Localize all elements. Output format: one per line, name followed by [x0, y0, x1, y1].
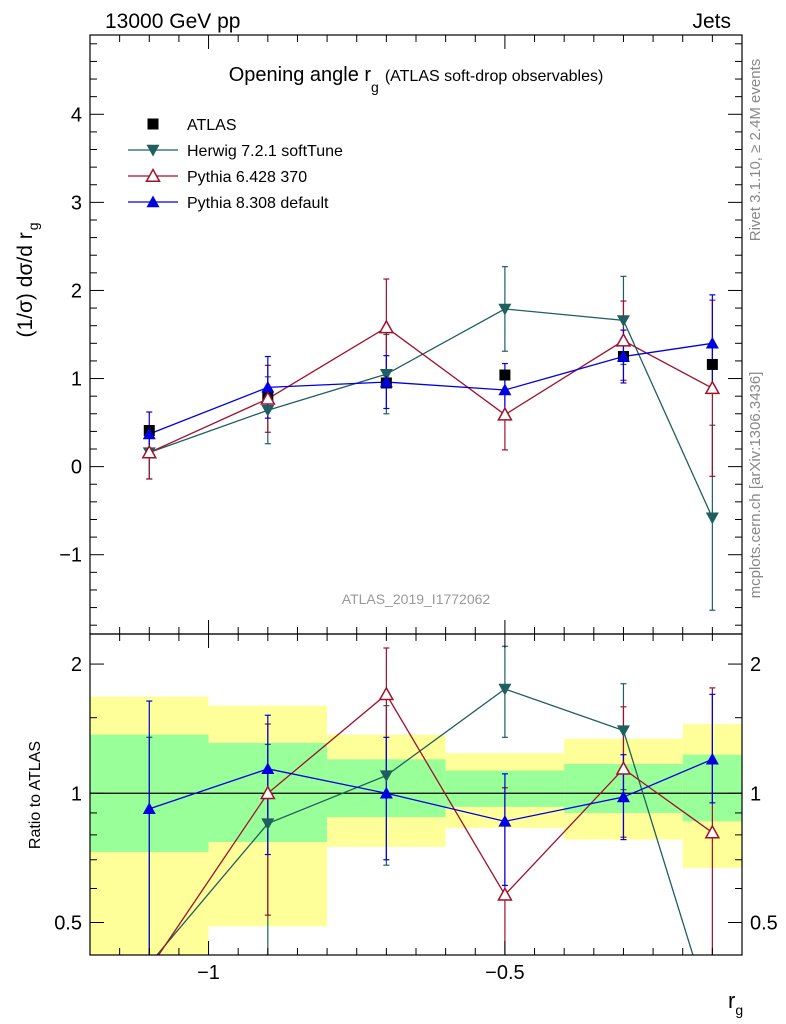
data-point-atlas: [499, 369, 511, 381]
data-point-pythia-6-428-370: [704, 380, 721, 395]
analysis-watermark: ATLAS_2019_I1772062: [342, 591, 491, 607]
series-line-pythia-8-308-default: [149, 342, 713, 435]
data-point-pythia-6-428-370: [378, 319, 395, 334]
ratio-point-pythia-8-308-default: [261, 762, 275, 775]
legend-label-pythia-8-308-default: Pythia 8.308 default: [187, 195, 329, 212]
ratio-point-herwig-7-2-1-softtune: [261, 818, 275, 831]
header-left: 13000 GeV pp: [105, 10, 240, 33]
ratio-point-pythia-8-308-default: [142, 802, 156, 815]
data-point-pythia-6-428-370: [141, 444, 158, 459]
plot-title-sub: g: [371, 79, 379, 95]
ratio-y-tick-label-right: 0.5: [750, 912, 778, 934]
legend-marker-pythia-6-428-370: [145, 167, 161, 182]
data-point-pythia-8-308-default: [261, 380, 275, 393]
ratio-point-pythia-8-308-default: [616, 790, 630, 803]
data-point-pythia-8-308-default: [705, 336, 719, 349]
ratio-point-pythia-6-428-370: [704, 824, 721, 839]
ratio-point-herwig-7-2-1-softtune: [706, 1013, 719, 1024]
header-right: Jets: [692, 10, 731, 33]
ratio-point-herwig-7-2-1-softtune: [379, 770, 393, 783]
ratio-y-axis-label: Ratio to ATLAS: [27, 741, 44, 849]
main-panel: −1 0 1 2 3 4: [59, 34, 743, 635]
x-axis-label: rg: [728, 988, 743, 1018]
ratio-y-tick-label: 0.5: [54, 912, 82, 934]
data-point-herwig-7-2-1-softtune: [261, 405, 275, 417]
y-tick-label: 1: [71, 369, 82, 391]
main-y-axis-label-main: (1/σ) dσ/d r: [14, 232, 37, 337]
x-axis-label-sub: g: [735, 1002, 743, 1018]
x-tick-label: −0.5: [485, 962, 524, 984]
ratio-y-tick-label-right: 1: [750, 783, 761, 805]
plot-title: Opening angle rg (ATLAS soft-drop observa…: [229, 64, 604, 95]
ratio-point-pythia-6-428-370: [260, 785, 276, 800]
ratio-point-pythia-6-428-370: [378, 686, 395, 701]
ratio-point-pythia-6-428-370: [615, 760, 632, 775]
data-point-herwig-7-2-1-softtune: [616, 315, 630, 327]
ratio-line-herwig-7-2-1-softtune: [156, 688, 694, 955]
ratio-line-pythia-6-428-370: [157, 693, 713, 955]
main-y-axis-label-sub: g: [25, 222, 41, 230]
series-line-herwig-7-2-1-softtune: [149, 308, 713, 518]
ratio-point-pythia-8-308-default: [498, 814, 512, 827]
ratio-point-pythia-6-428-370: [143, 962, 156, 974]
y-tick-label: −1: [59, 545, 82, 567]
y-tick-label: 3: [71, 192, 82, 214]
data-point-pythia-6-428-370: [615, 332, 632, 347]
data-point-herwig-7-2-1-softtune: [705, 512, 719, 525]
data-point-pythia-8-308-default: [379, 375, 393, 388]
ratio-point-herwig-7-2-1-softtune: [616, 725, 630, 738]
ratio-point-pythia-8-308-default: [379, 786, 393, 799]
ratio-y-tick-label: 2: [71, 654, 82, 676]
legend-label-pythia-6-428-370: Pythia 6.428 370: [187, 169, 307, 186]
plot-title-main: Opening angle r: [229, 64, 372, 86]
main-data: [141, 266, 721, 611]
ratio-y-tick-label: 1: [71, 783, 82, 805]
data-point-pythia-6-428-370: [260, 390, 276, 405]
ratio-panel: −1 −0.5 0.5 0.5 1 1 2 2: [54, 633, 778, 1024]
ratio-data: [142, 645, 721, 1024]
y-tick-label: 4: [71, 104, 82, 126]
data-point-pythia-8-308-default: [142, 427, 156, 440]
legend: ATLAS Herwig 7.2.1 softTune Pythia 6.428 3…: [128, 117, 343, 212]
data-point-pythia-8-308-default: [616, 350, 630, 362]
legend-label-herwig-7-2-1-softtune: Herwig 7.2.1 softTune: [187, 143, 343, 160]
main-y-axis-label: (1/σ) dσ/d r g: [14, 222, 41, 337]
data-point-atlas: [706, 358, 718, 370]
data-point-herwig-7-2-1-softtune: [379, 368, 393, 381]
mcplots-label: mcplots.cern.ch [arXiv:1306.3436]: [747, 372, 764, 599]
y-tick-label: 2: [71, 280, 82, 302]
legend-label-atlas: ATLAS: [187, 117, 237, 134]
y-tick-label: 0: [71, 457, 82, 479]
data-point-herwig-7-2-1-softtune: [498, 303, 512, 316]
ratio-line-pythia-8-308-default: [149, 758, 713, 823]
ratio-point-herwig-7-2-1-softtune: [498, 683, 512, 696]
ratio-point-pythia-8-308-default: [705, 752, 719, 765]
legend-marker-atlas: [147, 118, 159, 130]
legend-marker-pythia-8-308-default: [146, 195, 160, 208]
data-point-pythia-8-308-default: [498, 383, 512, 396]
rivet-version-label: Rivet 3.1.10, ≥ 2.4M events: [747, 59, 764, 242]
x-axis-label-main: r: [728, 988, 735, 1013]
legend-marker-herwig-7-2-1-softtune: [146, 144, 160, 157]
plot-title-extra: (ATLAS soft-drop observables): [385, 68, 603, 85]
ratio-point-pythia-6-428-370: [497, 886, 513, 901]
ratio-point-herwig-7-2-1-softtune: [143, 959, 156, 971]
x-tick-label: −1: [197, 962, 220, 984]
data-point-pythia-6-428-370: [497, 406, 513, 421]
ratio-y-tick-label-right: 2: [750, 654, 761, 676]
series-line-pythia-6-428-370: [149, 326, 713, 454]
